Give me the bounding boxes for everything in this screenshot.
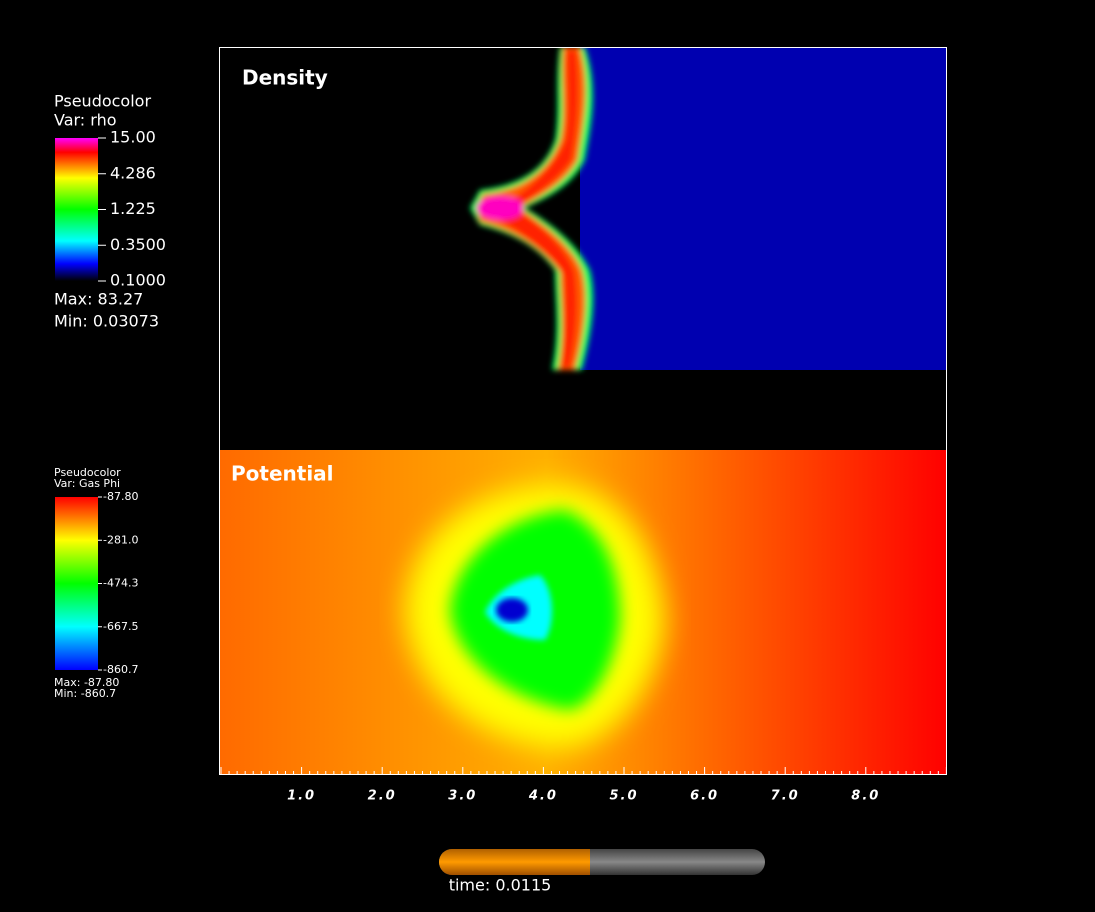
legend-tick-label: -474.3	[103, 577, 138, 590]
legend-tick-label: -667.5	[103, 620, 138, 633]
plot-frame	[219, 47, 947, 775]
colorbar	[55, 497, 98, 670]
legend-title: Pseudocolor	[54, 92, 151, 111]
x-tick-label: 7.0	[771, 789, 800, 804]
legend-tick-label: 0.3500	[110, 235, 166, 254]
x-tick-label: 6.0	[690, 789, 719, 804]
legend-variable: Var: Gas Phi	[54, 477, 120, 490]
x-tick-label: 1.0	[287, 789, 316, 804]
legend-max: Max: -87.80	[54, 676, 119, 689]
potential-panel: Potential	[219, 450, 947, 775]
legend-max: Max: 83.27	[54, 290, 143, 309]
legend-tick-label: 15.00	[110, 128, 156, 147]
legend-min: Min: 0.03073	[54, 312, 159, 331]
density-legend: Pseudocolor Var: rho 15.00 4.286 1.225 0.35…	[54, 92, 166, 331]
legend-variable: Var: rho	[54, 111, 117, 130]
x-tick-label: 3.0	[448, 789, 477, 804]
axis-ticks	[220, 767, 947, 775]
x-axis: 1.0 2.0 3.0 4.0 5.0 6.0 7.0 8.0	[287, 789, 880, 804]
legend-title: Pseudocolor	[54, 466, 121, 479]
colorbar	[55, 138, 98, 281]
legend-tick-label: 0.1000	[110, 271, 166, 290]
x-tick-label: 5.0	[609, 789, 638, 804]
time-slider: time: 0.0115	[439, 849, 765, 895]
x-tick-label: 2.0	[368, 789, 397, 804]
panel-label: Density	[242, 66, 328, 90]
time-label: time: 0.0115	[449, 876, 552, 895]
density-panel: Density	[219, 47, 947, 450]
legend-tick-label: 4.286	[110, 163, 156, 182]
panel-label: Potential	[231, 462, 334, 486]
legend-tick-label: -87.80	[103, 490, 138, 503]
potential-legend: Pseudocolor Var: Gas Phi -87.80 -281.0 -47…	[54, 466, 138, 700]
legend-tick-label: 1.225	[110, 199, 156, 218]
x-tick-label: 4.0	[528, 789, 558, 804]
legend-tick-label: -860.7	[103, 663, 138, 676]
x-tick-label: 8.0	[851, 789, 880, 804]
legend-min: Min: -860.7	[54, 687, 116, 700]
legend-tick-label: -281.0	[103, 533, 138, 546]
